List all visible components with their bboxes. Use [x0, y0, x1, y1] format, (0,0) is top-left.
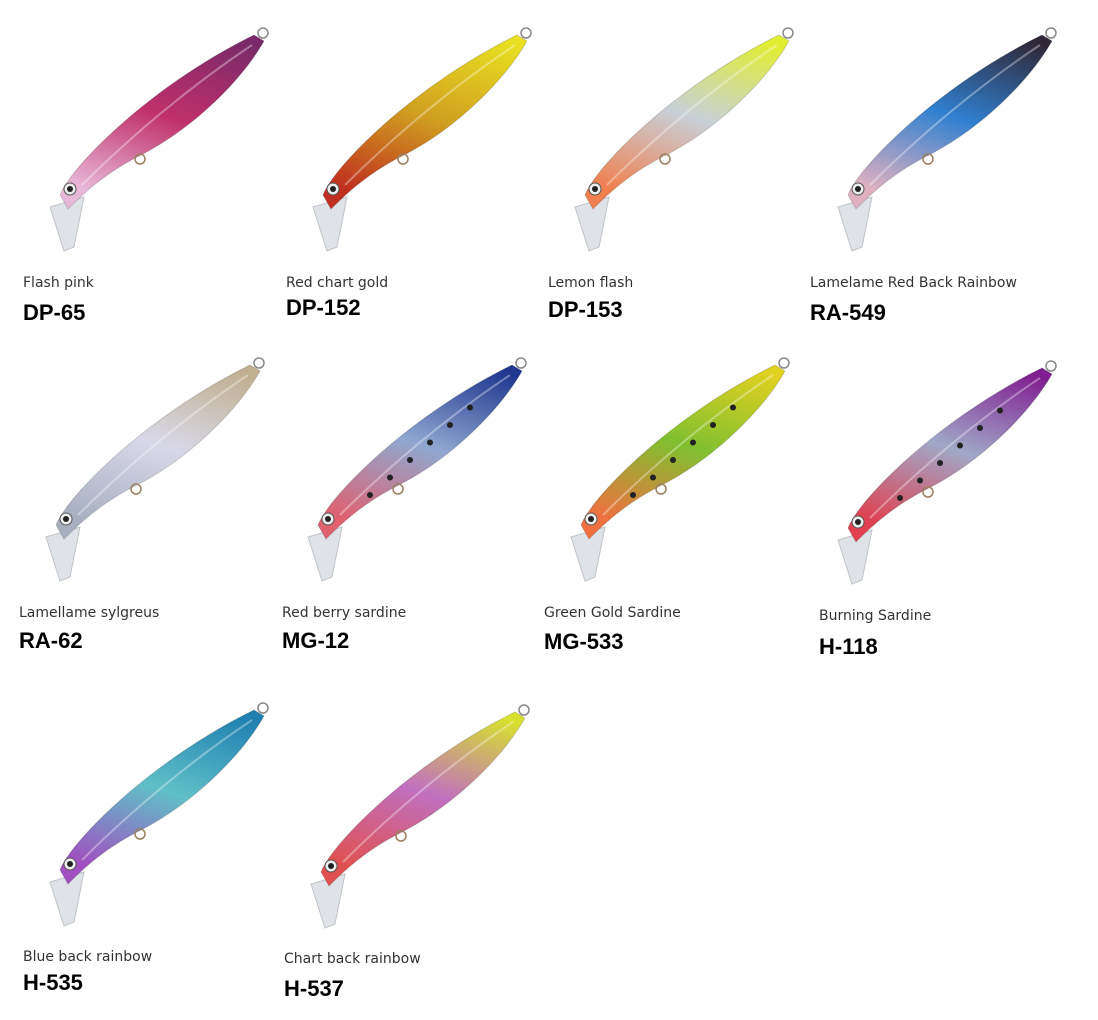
lure-image[interactable] — [300, 355, 530, 585]
lure-body — [847, 34, 1053, 210]
belly-ring-icon — [134, 828, 146, 840]
spot-mark — [467, 404, 473, 411]
lure-body — [59, 709, 265, 885]
product-name: Burning Sardine — [819, 608, 932, 624]
product-name: Red berry sardine — [282, 605, 407, 621]
tail-ring-icon — [520, 27, 532, 39]
lure-pupil — [330, 186, 336, 192]
lure-image[interactable] — [567, 25, 797, 255]
product-name: Blue back rainbow — [23, 949, 153, 965]
tail-ring-icon — [257, 27, 269, 39]
belly-ring-icon — [130, 483, 142, 495]
product-code: MG-533 — [544, 629, 624, 654]
lure-stripes — [77, 374, 249, 516]
lure-stripes — [81, 44, 253, 186]
lure-image[interactable] — [830, 358, 1060, 588]
tail-ring-icon — [518, 704, 530, 716]
lure-pupil — [855, 519, 861, 525]
lure-image[interactable] — [830, 25, 1060, 255]
lure-stripes — [339, 374, 511, 516]
belly-ring-icon — [922, 153, 934, 165]
lure-body — [580, 364, 786, 540]
lure-body — [584, 34, 790, 210]
lure-pupil — [67, 186, 73, 192]
product-name: Chart back rainbow — [284, 951, 421, 967]
spot-mark — [730, 404, 736, 411]
lure-image[interactable] — [563, 355, 793, 585]
product-code: RA-62 — [19, 628, 83, 653]
lure-image[interactable] — [303, 702, 533, 932]
lure-stripes — [869, 377, 1041, 519]
lure-pupil — [63, 516, 69, 522]
product-name: Lamelame Red Back Rainbow — [810, 275, 1017, 291]
product-name: Lemon flash — [548, 275, 634, 291]
product-code: DP-65 — [23, 300, 86, 325]
spot-mark — [367, 492, 373, 498]
belly-ring-icon — [659, 153, 671, 165]
product-code: DP-152 — [286, 295, 361, 320]
product-name: Lamellame sylgreus — [19, 605, 160, 621]
spot-mark — [937, 460, 943, 466]
tail-ring-icon — [1045, 27, 1057, 39]
lure-stripes — [344, 44, 516, 186]
tail-ring-icon — [257, 702, 269, 714]
spot-mark — [997, 407, 1003, 414]
product-code: H-535 — [23, 970, 83, 995]
belly-ring-icon — [395, 830, 407, 842]
lure-body — [847, 367, 1053, 543]
tail-ring-icon — [253, 357, 265, 369]
product-name: Flash pink — [23, 275, 94, 291]
lure-pupil — [67, 861, 73, 867]
lure-body — [320, 711, 526, 887]
tail-ring-icon — [782, 27, 794, 39]
lure-body — [317, 364, 523, 540]
product-code: H-118 — [819, 634, 878, 659]
spot-mark — [690, 439, 696, 446]
lure-image[interactable] — [42, 700, 272, 930]
spot-mark — [650, 474, 656, 481]
spot-mark — [710, 422, 716, 428]
lure-pupil — [325, 516, 331, 522]
belly-ring-icon — [392, 483, 404, 495]
lure-body — [55, 364, 261, 540]
lure-stripes — [606, 44, 778, 186]
lure-image[interactable] — [38, 355, 268, 585]
tail-ring-icon — [1045, 360, 1057, 372]
lure-pupil — [588, 516, 594, 522]
lure-image[interactable] — [305, 25, 535, 255]
product-name: Green Gold Sardine — [544, 605, 681, 621]
product-code: DP-153 — [548, 297, 623, 322]
lure-pupil — [592, 186, 598, 192]
lure-pupil — [328, 863, 334, 869]
tail-ring-icon — [515, 357, 527, 369]
spot-mark — [670, 457, 676, 463]
spot-mark — [407, 457, 413, 463]
belly-ring-icon — [134, 153, 146, 165]
lure-stripes — [81, 719, 253, 861]
lure-body — [322, 34, 528, 210]
lure-image[interactable] — [42, 25, 272, 255]
belly-ring-icon — [655, 483, 667, 495]
spot-mark — [977, 425, 983, 431]
tail-ring-icon — [778, 357, 790, 369]
spot-mark — [427, 439, 433, 446]
spot-mark — [897, 495, 903, 501]
belly-ring-icon — [922, 486, 934, 498]
lure-stripes — [869, 44, 1041, 186]
spot-mark — [917, 477, 923, 484]
product-name: Red chart gold — [286, 275, 389, 291]
spot-mark — [630, 492, 636, 498]
product-code: MG-12 — [282, 628, 350, 653]
lure-stripes — [342, 721, 514, 863]
product-code: H-537 — [284, 976, 344, 1001]
belly-ring-icon — [397, 153, 409, 165]
spot-mark — [957, 442, 963, 449]
lure-body — [59, 34, 265, 210]
lure-stripes — [602, 374, 774, 516]
product-code: RA-549 — [810, 300, 886, 325]
spot-mark — [447, 422, 453, 428]
spot-mark — [387, 474, 393, 481]
lure-pupil — [855, 186, 861, 192]
